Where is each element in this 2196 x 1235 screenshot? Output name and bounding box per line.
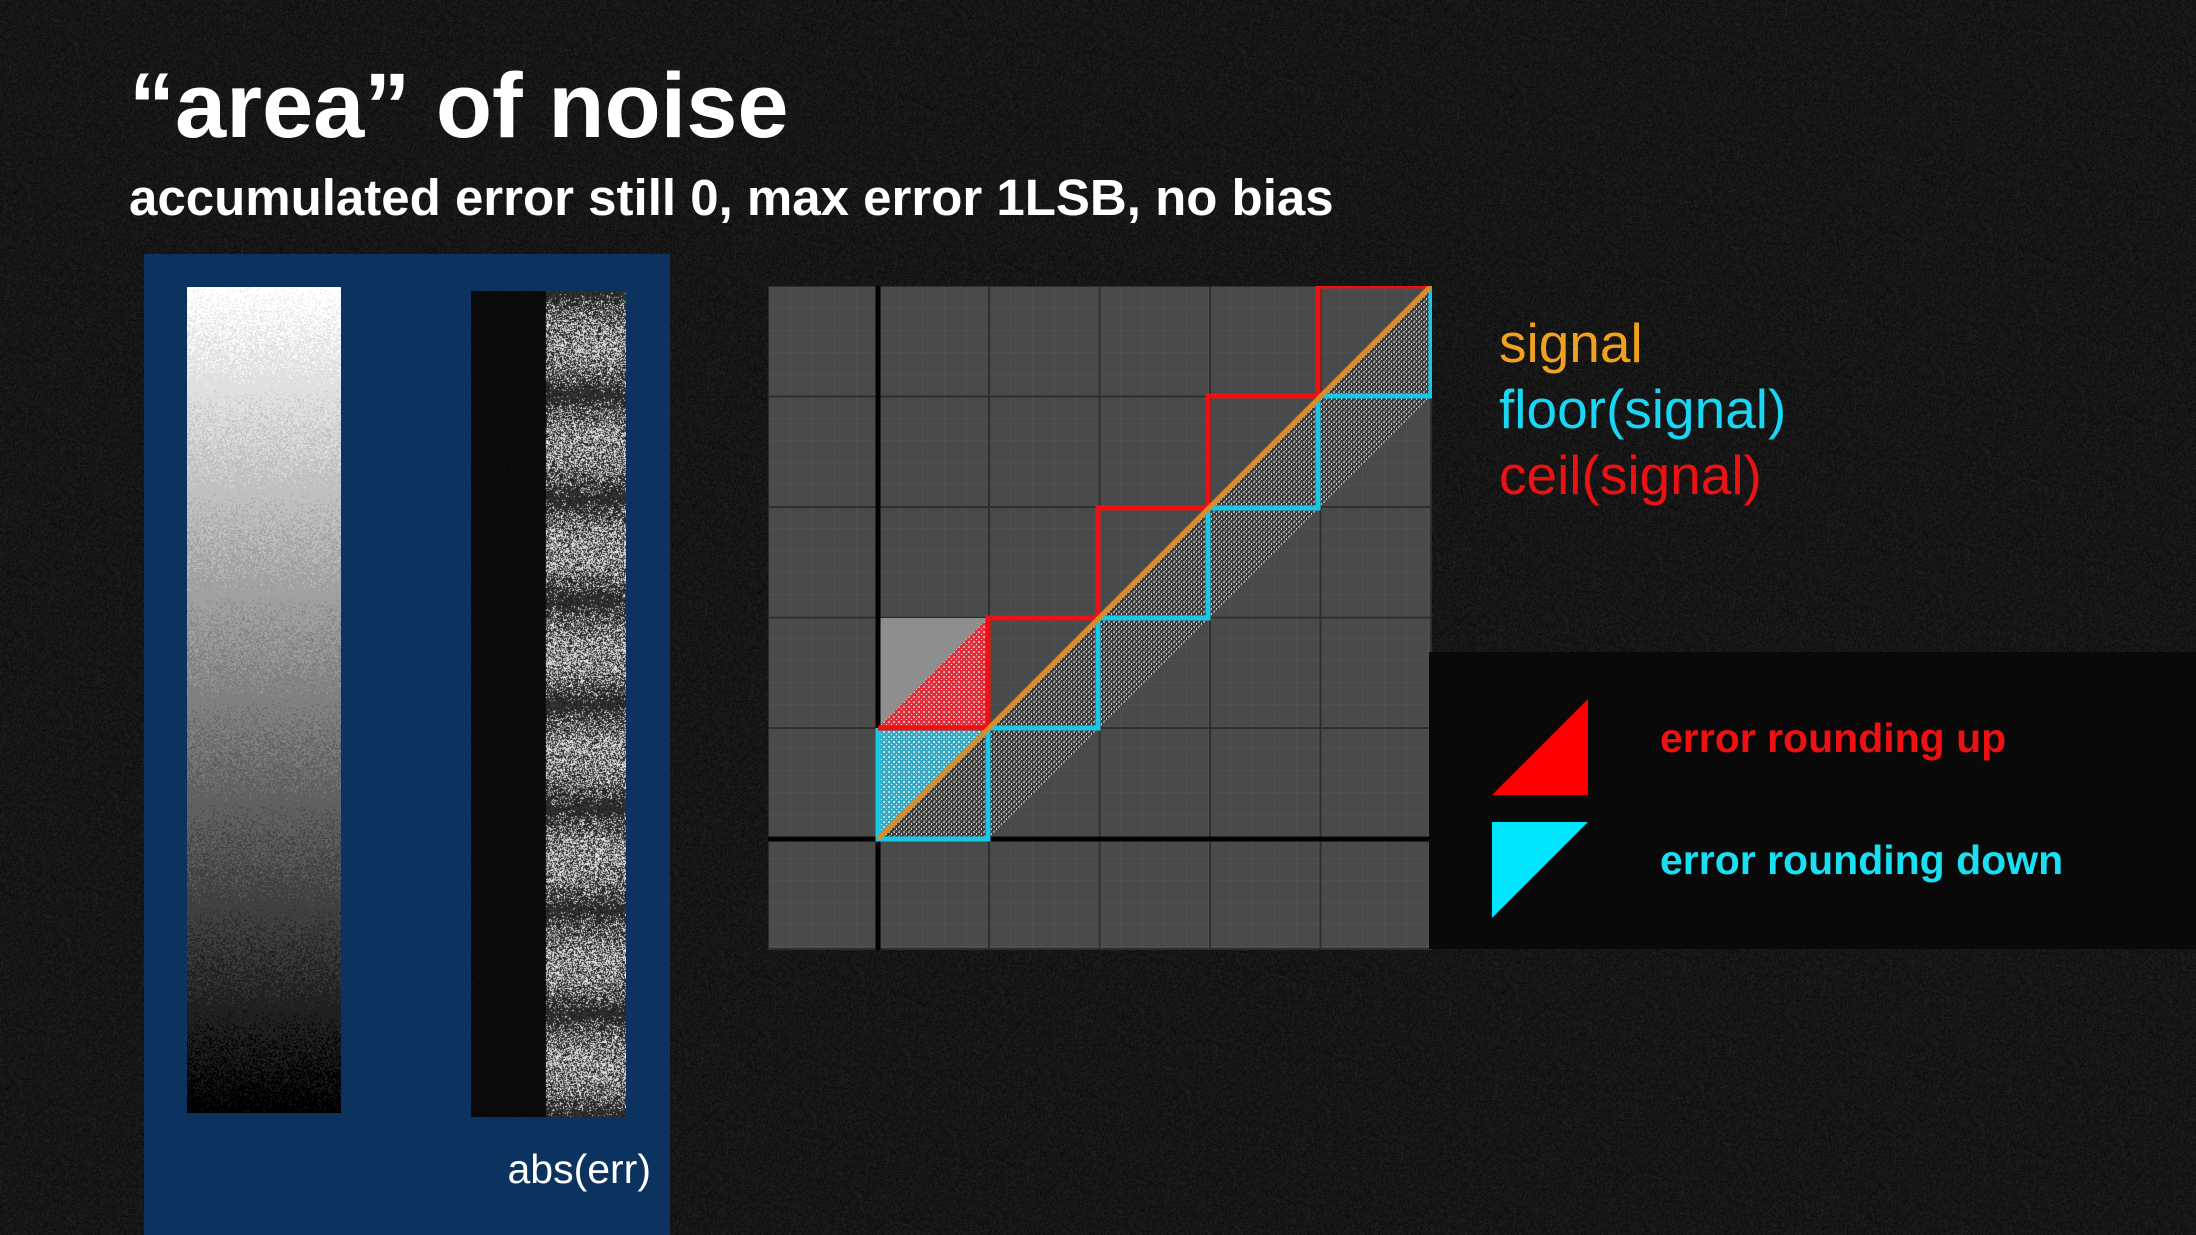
slide-title: “area” of noise xyxy=(129,55,789,157)
abs-error-strip xyxy=(471,291,626,1117)
abs-err-label: abs(err) xyxy=(507,1146,651,1192)
red-triangle-icon xyxy=(1492,699,1588,795)
plot-legend: signal floor(signal) ceil(signal) xyxy=(1499,310,1786,508)
noise-panel: abs(err) xyxy=(144,254,670,1235)
error-legend: error rounding up error rounding down xyxy=(1429,652,2196,949)
noisy-gradient-strip xyxy=(187,287,341,1113)
legend-ceil: ceil(signal) xyxy=(1499,444,1762,506)
signal-line xyxy=(876,286,1432,841)
legend-floor: floor(signal) xyxy=(1499,378,1787,440)
error-up-area xyxy=(878,618,988,728)
legend-signal: signal xyxy=(1499,312,1643,374)
slide-subtitle: accumulated error still 0, max error 1LS… xyxy=(129,169,1334,226)
error-up-label: error rounding up xyxy=(1660,715,2007,761)
quantization-plot xyxy=(768,286,1432,950)
floor-signal-line xyxy=(875,286,1432,842)
ceil-signal-line xyxy=(878,286,1431,731)
error-down-label: error rounding down xyxy=(1660,837,2064,883)
cyan-triangle-icon xyxy=(1492,822,1588,918)
